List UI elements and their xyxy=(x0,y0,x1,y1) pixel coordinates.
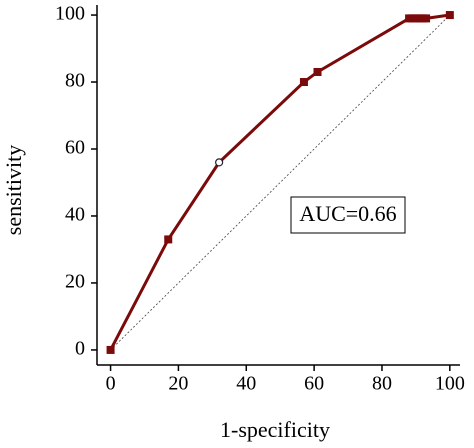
marker xyxy=(422,14,431,23)
annotation-box xyxy=(290,196,406,234)
y-tick-label: 40 xyxy=(65,204,85,226)
y-tick-label: 0 xyxy=(75,338,85,360)
x-axis-title: 1-specificity xyxy=(220,417,330,442)
x-tick-label: 100 xyxy=(435,373,465,395)
marker xyxy=(215,158,224,167)
x-tick-label: 40 xyxy=(236,373,256,395)
y-tick-label: 80 xyxy=(65,70,85,92)
y-tick-label: 20 xyxy=(65,271,85,293)
reference-line xyxy=(110,14,451,351)
x-tick-label: 60 xyxy=(304,373,324,395)
y-tick-label: 60 xyxy=(65,137,85,159)
y-axis-title: sensitivity xyxy=(1,145,26,235)
x-tick-label: 0 xyxy=(106,373,116,395)
y-tick-label: 100 xyxy=(55,3,85,25)
marker xyxy=(164,235,173,244)
marker xyxy=(106,345,115,354)
x-tick-label: 80 xyxy=(372,373,392,395)
marker xyxy=(445,11,454,20)
annotation: AUC=0.66 xyxy=(299,201,396,226)
x-tick-label: 20 xyxy=(168,373,188,395)
marker xyxy=(313,67,322,76)
marker xyxy=(299,78,308,87)
